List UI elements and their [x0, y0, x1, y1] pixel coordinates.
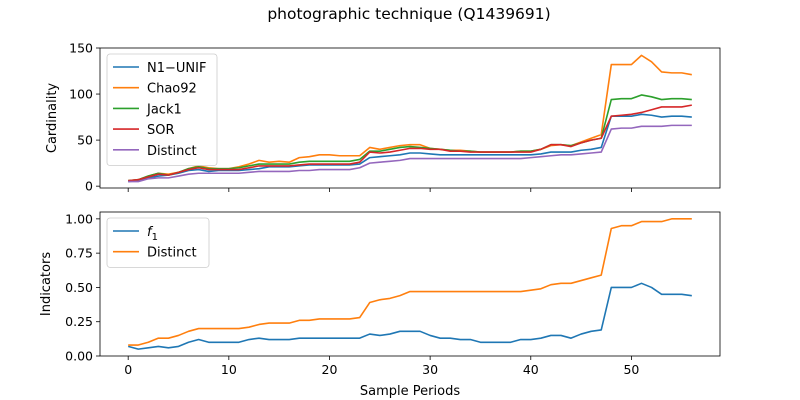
legend-box	[106, 53, 218, 166]
chart-title: photographic technique (Q1439691)	[267, 5, 550, 23]
legend-label-1: Distinct	[147, 246, 197, 261]
series-line-1	[128, 218, 692, 346]
series-line-0	[128, 113, 692, 183]
plot-frame	[99, 211, 721, 357]
series-line-0	[127, 282, 692, 350]
x-tick-label: 0	[124, 362, 132, 377]
x-tick-label: 50	[623, 362, 639, 377]
y-tick-label: 150	[69, 41, 93, 56]
legend-label-2: Jack1	[146, 102, 182, 117]
x-tick-label: 10	[221, 362, 237, 377]
top-plot-cardinality: 0 50 100 150 Cardinality N1−UNIF Chao92 Jack1 SO…	[45, 41, 721, 194]
y-tick-label: 50	[77, 133, 93, 148]
y-tick-label: 0.00	[65, 349, 93, 364]
y-axis-label: Indicators	[39, 252, 54, 316]
y-tick-label: 0.50	[65, 280, 93, 295]
y-tick-label: 100	[69, 87, 93, 102]
x-axis-label: Sample Periods	[360, 384, 460, 399]
legend-label-1: Chao92	[147, 82, 197, 97]
x-tick-label: 30	[422, 362, 438, 377]
x-tick-label: 40	[523, 362, 539, 377]
y-tick-label: 0	[85, 179, 93, 194]
y-tick-label: 0.25	[65, 314, 93, 329]
legend-label-0: f1	[147, 225, 158, 243]
y-tick-label: 0.75	[65, 246, 93, 261]
series-line-4	[128, 124, 692, 183]
series-line-3	[128, 104, 692, 182]
plot-frame	[99, 47, 721, 189]
y-tick-label: 1.00	[65, 211, 93, 226]
bottom-plot-indicators: 0.00 0.25 0.50 0.75 1.00 0 10 20 30 40 50 Indicator…	[39, 211, 721, 399]
y-axis-label: Cardinality	[45, 83, 60, 154]
legend-label-0: N1−UNIF	[147, 61, 206, 76]
legend-label-4: Distinct	[147, 144, 197, 159]
x-tick-label: 20	[322, 362, 338, 377]
legend-label-3: SOR	[147, 123, 175, 138]
